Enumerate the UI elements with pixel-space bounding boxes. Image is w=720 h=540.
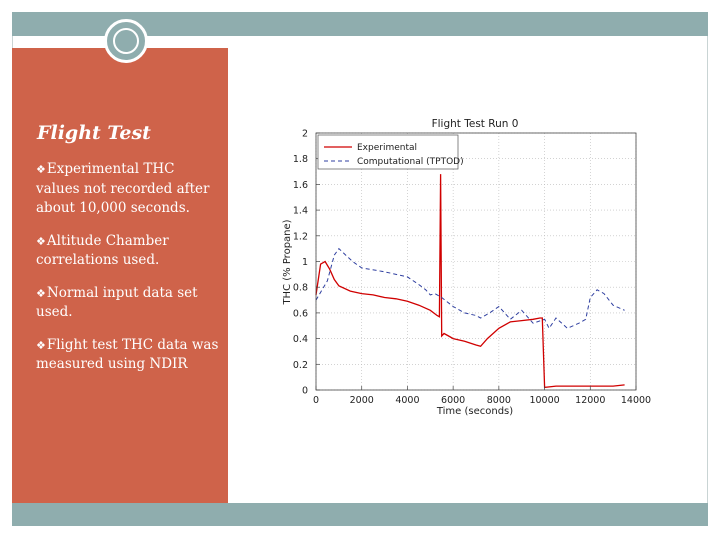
x-tick-label: 4000 (395, 395, 419, 406)
bullet-item-1: ❖Experimental THC values not recorded af… (36, 160, 221, 219)
diamond-bullet-icon: ❖ (36, 338, 46, 352)
x-tick-label: 8000 (487, 395, 511, 406)
chart-series (315, 174, 625, 389)
bullet-item-3: ❖Normal input data set used. (36, 284, 221, 323)
y-tick-label: 0.6 (293, 308, 308, 319)
x-tick-label: 2000 (350, 395, 374, 406)
chart-title: Flight Test Run 0 (432, 118, 519, 130)
y-tick-label: 1 (302, 257, 308, 268)
chart-grid (315, 132, 637, 391)
slide-title: Flight Test (37, 122, 151, 144)
bullet-item-2: ❖Altitude Chamber correlations used. (36, 232, 221, 271)
legend-label-experimental: Experimental (357, 143, 417, 153)
bullet-list: ❖Experimental THC values not recorded af… (36, 160, 221, 388)
diamond-bullet-icon: ❖ (36, 234, 46, 248)
x-tick-label: 10000 (529, 395, 559, 406)
bullet-text: Normal input data set used. (36, 284, 198, 321)
bullet-text: Experimental THC values not recorded aft… (36, 161, 210, 216)
circle-ornament-inner (113, 28, 139, 54)
series-line-computational (315, 247, 625, 330)
x-tick-label: 14000 (621, 395, 651, 406)
x-axis-label: Time (seconds) (436, 406, 513, 417)
y-tick-label: 1.8 (293, 154, 308, 165)
y-tick-label: 1.4 (293, 206, 308, 217)
y-tick-label: 0.4 (293, 334, 308, 345)
y-tick-label: 2 (302, 129, 308, 140)
bullet-text: Flight test THC data was measured using … (36, 336, 219, 373)
bullet-item-4: ❖Flight test THC data was measured using… (36, 336, 221, 375)
legend-box (317, 134, 459, 170)
legend-label-computational: Computational (TPTOD) (357, 157, 464, 167)
x-tick-label: 6000 (441, 395, 465, 406)
y-axis-label: THC (% Propane) (282, 219, 293, 305)
diamond-bullet-icon: ❖ (36, 163, 46, 176)
diamond-bullet-icon: ❖ (36, 286, 46, 300)
y-tick-label: 0.8 (293, 283, 308, 294)
x-tick-label: 12000 (575, 395, 605, 406)
x-tick-label: 0 (313, 395, 319, 406)
bottom-band (12, 503, 708, 526)
chart-legend: Experimental Computational (TPTOD) (317, 134, 464, 170)
y-tick-label: 1.6 (293, 180, 308, 191)
y-tick-label: 0 (302, 386, 308, 397)
series-line-experimental (315, 174, 625, 389)
left-text-panel (12, 48, 228, 503)
bullet-text: Altitude Chamber correlations used. (36, 232, 169, 269)
y-tick-label: 1.2 (293, 231, 308, 242)
chart-ticks: 0 0.2 0.4 0.6 0.8 1 1.2 1.4 1.6 1.8 2 0 2000 4000 6000… (293, 129, 651, 407)
y-tick-label: 0.2 (293, 360, 308, 371)
circle-ornament-icon (104, 19, 148, 63)
